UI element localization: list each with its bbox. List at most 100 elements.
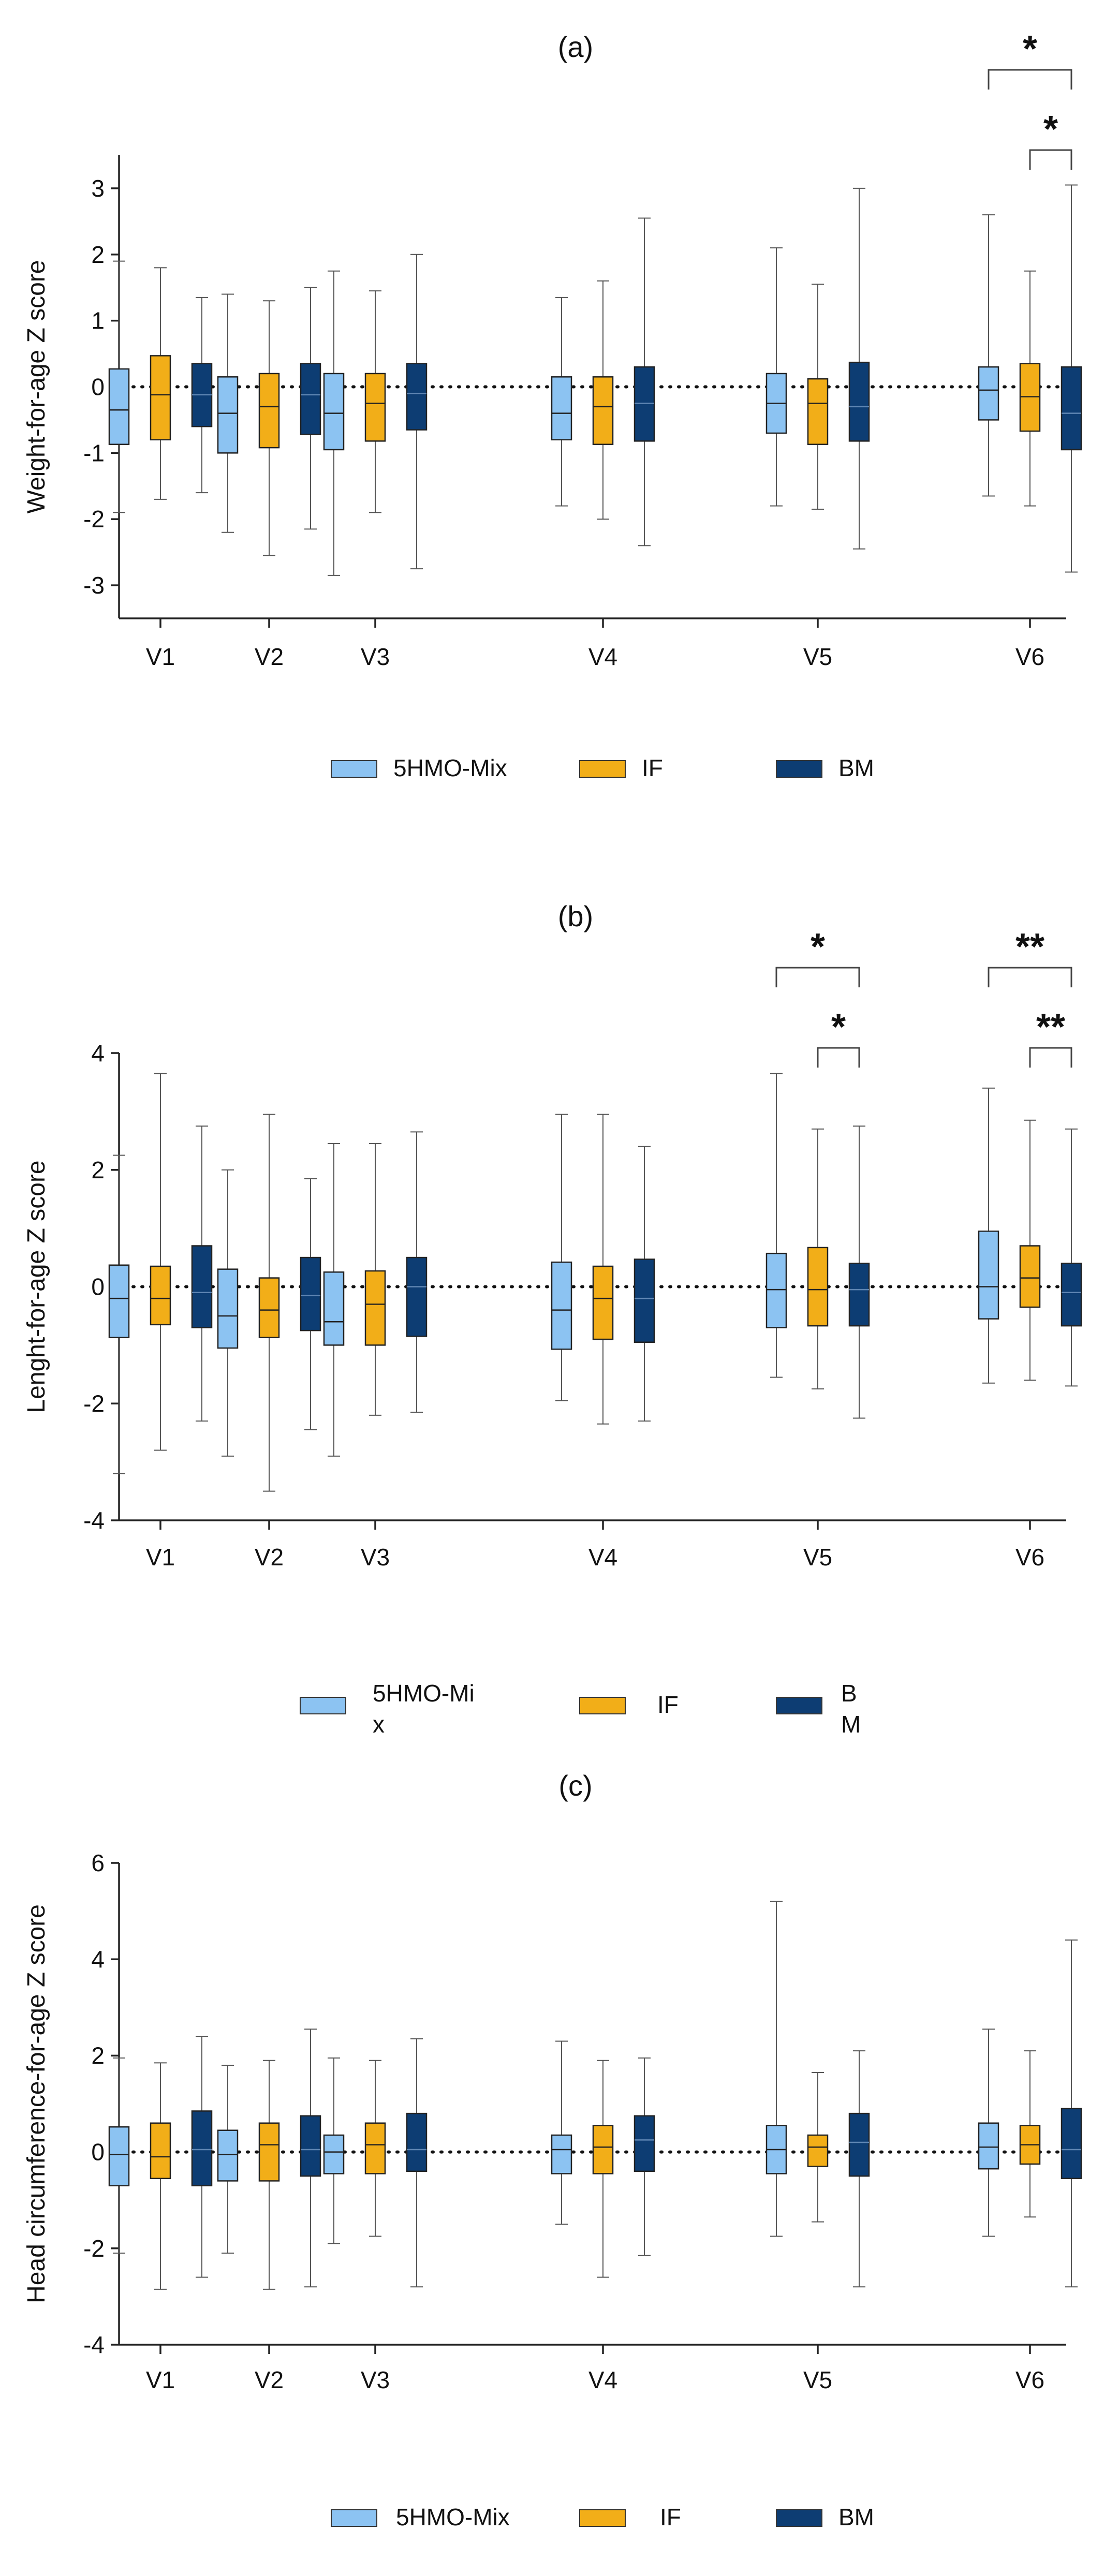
box-if-v2 [258, 300, 280, 556]
box-iqr [807, 1247, 829, 1327]
box-iqr [634, 366, 655, 442]
legend-label-bm: BM [838, 2504, 874, 2530]
x-tick-label: V3 [361, 643, 390, 670]
x-tick-label: V6 [1015, 643, 1044, 670]
box-bm-v4 [634, 2057, 655, 2256]
box-if-v2 [258, 2060, 280, 2290]
y-tick-label: 3 [91, 175, 105, 202]
y-tick-label: 0 [91, 1274, 105, 1300]
box-if-v1 [150, 267, 171, 500]
box-iqr [592, 1265, 614, 1340]
box-bm-v5 [848, 1126, 870, 1419]
box-if-v3 [364, 2060, 386, 2237]
significance-label: * [811, 926, 825, 968]
box-iqr [217, 2129, 239, 2182]
box-iqr [108, 368, 130, 445]
box-iqr [807, 378, 829, 445]
y-tick-label: 6 [91, 1849, 105, 1876]
significance-bracket [1029, 149, 1072, 170]
box-iqr [323, 2134, 345, 2174]
box-if-v4 [592, 1114, 614, 1425]
box-bm-v6 [1061, 1939, 1082, 2288]
box-iqr [1019, 363, 1041, 432]
x-tick-label: V5 [803, 1544, 832, 1571]
significance-label: * [1023, 28, 1037, 70]
box-iqr [1019, 1245, 1041, 1308]
box-5hmo-mix-v1 [108, 1154, 130, 1474]
significance-bracket [988, 69, 1072, 90]
legend-swatch-mix [300, 1697, 346, 1714]
box-5hmo-mix-v3 [323, 1143, 345, 1457]
box-iqr [258, 373, 280, 449]
box-bm-v2 [300, 287, 321, 530]
box-iqr [634, 2115, 655, 2172]
box-iqr [300, 363, 321, 435]
box-if-v1 [150, 1073, 171, 1451]
box-iqr [191, 2110, 213, 2187]
box-iqr [323, 1271, 345, 1346]
significance-label: * [1043, 109, 1058, 150]
box-5hmo-mix-v4 [551, 2040, 572, 2225]
y-tick-label: -2 [83, 1390, 105, 1417]
box-iqr [978, 2122, 999, 2170]
box-bm-v1 [191, 297, 213, 494]
box-5hmo-mix-v4 [551, 297, 572, 507]
box-bm-v1 [191, 1126, 213, 1422]
x-tick-label: V3 [361, 1544, 390, 1571]
box-iqr [323, 373, 345, 451]
box-iqr [592, 2125, 614, 2174]
legend-label-if: IF [657, 1691, 679, 1718]
box-5hmo-mix-v6 [978, 1087, 999, 1384]
x-tick-label: V3 [361, 2366, 390, 2393]
box-5hmo-mix-v4 [551, 1114, 572, 1401]
box-bm-v2 [300, 1178, 321, 1431]
box-iqr [848, 361, 870, 442]
y-tick-label: 2 [91, 1157, 105, 1183]
box-iqr [364, 1270, 386, 1346]
box-bm-v6 [1061, 184, 1082, 573]
box-iqr [1061, 1263, 1082, 1327]
box-5hmo-mix-v1 [108, 260, 130, 513]
box-if-v5 [807, 1128, 829, 1390]
x-tick-label: V4 [588, 1544, 617, 1571]
chart-title: (a) [558, 31, 593, 63]
x-tick-label: V4 [588, 643, 617, 670]
box-iqr [1061, 2108, 1082, 2180]
box-if-v2 [258, 1114, 280, 1492]
y-tick-label: -4 [83, 2331, 105, 2358]
box-iqr [191, 1245, 213, 1328]
box-iqr [551, 376, 572, 441]
box-5hmo-mix-v3 [323, 270, 345, 576]
y-tick-label: 0 [91, 374, 105, 401]
box-iqr [978, 1231, 999, 1320]
y-tick-label: 2 [91, 2042, 105, 2069]
legend-swatch-if [579, 760, 626, 778]
x-tick-label: V1 [146, 643, 175, 670]
box-iqr [108, 1264, 130, 1338]
box-bm-v6 [1061, 1128, 1082, 1387]
y-axis-label: Head circumference-for-age Z score [23, 1904, 50, 2303]
box-5hmo-mix-v1 [108, 2057, 130, 2254]
chart-panel-b: (b) Lenght-for-age Z score -4 -2 0 2 4 V1 V2 V3 V4… [23, 900, 1082, 1738]
chart-panel-c: (c) Head circumference-for-age Z score -4 -… [23, 1769, 1082, 2530]
legend-swatch-bm [776, 760, 822, 778]
box-iqr [364, 2122, 386, 2174]
y-tick-label: 0 [91, 2139, 105, 2166]
legend-swatch-if [579, 2509, 626, 2527]
box-iqr [848, 1263, 870, 1327]
box-bm-v5 [848, 2050, 870, 2288]
box-iqr [300, 2115, 321, 2177]
box-iqr [765, 1252, 787, 1328]
chart-title: (c) [558, 1769, 592, 1802]
box-5hmo-mix-v2 [217, 293, 239, 533]
box-bm-v4 [634, 217, 655, 546]
y-tick-label: 4 [91, 1040, 105, 1067]
box-iqr [551, 2134, 572, 2174]
legend-swatch-mix [331, 760, 377, 778]
box-iqr [217, 376, 239, 454]
y-tick-label: -3 [83, 572, 105, 599]
box-iqr [406, 2112, 428, 2172]
legend-label-bm: BM [838, 754, 874, 781]
